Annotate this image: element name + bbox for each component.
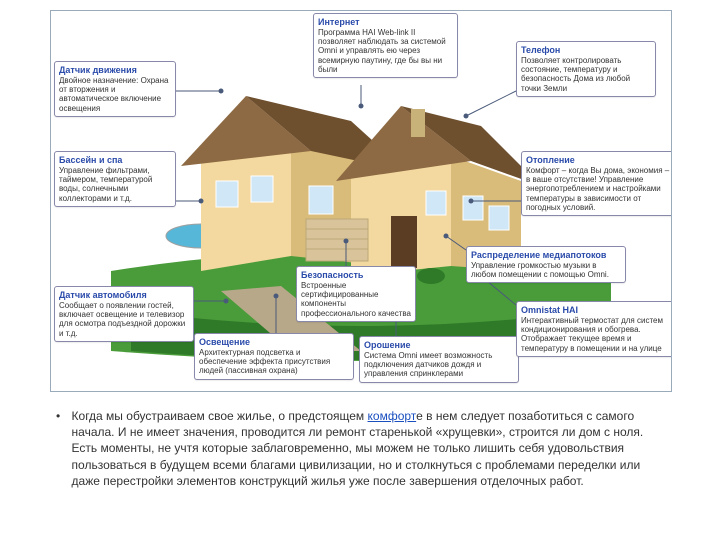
- callout-title: Датчик автомобиля: [59, 290, 189, 300]
- callout-internet: ИнтернетПрограмма HAI Web-link II позвол…: [313, 13, 458, 78]
- callout-body: Управление громкостью музыки в любом пом…: [471, 261, 621, 279]
- callout-body: Встроенные сертифицированные компоненты …: [301, 281, 411, 318]
- callout-title: Распределение медиапотоков: [471, 250, 621, 260]
- callout-motion: Датчик движенияДвойное назначение: Охран…: [54, 61, 176, 117]
- callout-title: Орошение: [364, 340, 514, 350]
- callout-title: Отопление: [526, 155, 672, 165]
- callout-title: Бассейн и спа: [59, 155, 171, 165]
- callout-title: Телефон: [521, 45, 651, 55]
- callout-body: Сообщает о появлении гостей, включает ос…: [59, 301, 189, 338]
- callout-media: Распределение медиапотоковУправление гро…: [466, 246, 626, 283]
- caption-text: Когда мы обустраиваем свое жилье, о пред…: [72, 408, 662, 489]
- callout-phone: ТелефонПозволяет контролировать состояни…: [516, 41, 656, 97]
- callout-body: Интерактивный термостат для систем конди…: [521, 316, 671, 353]
- callout-body: Архитектурная подсветка и обеспечение эф…: [199, 348, 349, 376]
- callout-body: Двойное назначение: Охрана от вторжения …: [59, 76, 171, 113]
- callout-car: Датчик автомобиляСообщает о появлении го…: [54, 286, 194, 342]
- caption-prefix: Когда мы обустраиваем свое жилье, о пред…: [72, 409, 368, 423]
- callout-body: Комфорт – когда Вы дома, экономия – в ва…: [526, 166, 672, 212]
- callout-light: ОсвещениеАрхитектурная подсветка и обесп…: [194, 333, 354, 380]
- callout-title: Интернет: [318, 17, 453, 27]
- callout-title: Освещение: [199, 337, 349, 347]
- callout-title: Безопасность: [301, 270, 411, 280]
- page: Датчик движенияДвойное назначение: Охран…: [0, 0, 720, 540]
- callout-omnistat: Omnistat HAIИнтерактивный термостат для …: [516, 301, 672, 357]
- callout-security: БезопасностьВстроенные сертифицированные…: [296, 266, 416, 322]
- callout-title: Omnistat HAI: [521, 305, 671, 315]
- callout-body: Управление фильтрами, таймером, температ…: [59, 166, 171, 203]
- bullet-icon: •: [56, 408, 60, 424]
- callout-body: Программа HAI Web-link II позволяет набл…: [318, 28, 453, 74]
- callout-irrigation: ОрошениеСистема Omni имеет возможность п…: [359, 336, 519, 383]
- callout-body: Позволяет контролировать состояние, темп…: [521, 56, 651, 93]
- caption-paragraph: • Когда мы обустраиваем свое жилье, о пр…: [50, 408, 670, 489]
- callout-body: Система Omni имеет возможность подключен…: [364, 351, 514, 379]
- smart-home-diagram: Датчик движенияДвойное назначение: Охран…: [50, 10, 672, 392]
- callout-pool: Бассейн и спаУправление фильтрами, тайме…: [54, 151, 176, 207]
- callout-heating: ОтоплениеКомфорт – когда Вы дома, эконом…: [521, 151, 672, 216]
- comfort-link[interactable]: комфорт: [368, 409, 417, 423]
- callout-title: Датчик движения: [59, 65, 171, 75]
